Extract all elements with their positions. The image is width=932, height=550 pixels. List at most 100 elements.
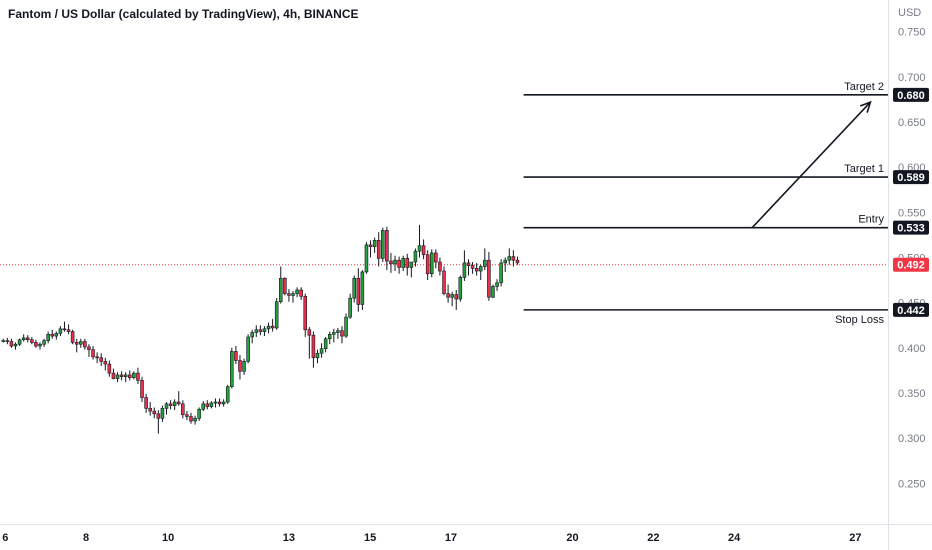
candle[interactable] bbox=[250, 329, 254, 344]
candle[interactable] bbox=[340, 326, 344, 344]
candle[interactable] bbox=[315, 349, 320, 364]
candle[interactable] bbox=[66, 324, 71, 335]
candle[interactable] bbox=[299, 287, 303, 300]
candle[interactable] bbox=[9, 338, 14, 348]
candle[interactable] bbox=[30, 336, 34, 345]
candle[interactable] bbox=[34, 339, 38, 348]
candle[interactable] bbox=[99, 353, 103, 366]
candle[interactable] bbox=[319, 343, 324, 358]
candle[interactable] bbox=[254, 325, 259, 337]
candle[interactable] bbox=[234, 346, 238, 365]
candle[interactable] bbox=[144, 393, 148, 413]
candle[interactable] bbox=[458, 275, 463, 302]
candle[interactable] bbox=[507, 248, 512, 265]
candle[interactable] bbox=[164, 402, 169, 415]
candle[interactable] bbox=[360, 270, 365, 310]
candle[interactable] bbox=[283, 277, 287, 296]
candle[interactable] bbox=[352, 275, 356, 303]
candle[interactable] bbox=[13, 342, 18, 350]
candle[interactable] bbox=[193, 415, 197, 425]
candle[interactable] bbox=[201, 401, 205, 412]
candle[interactable] bbox=[17, 338, 22, 347]
candle[interactable] bbox=[487, 252, 491, 301]
candle[interactable] bbox=[156, 410, 161, 434]
candle[interactable] bbox=[413, 248, 418, 267]
projection-arrow[interactable] bbox=[751, 100, 872, 229]
trade-levels[interactable]: Target 2 0.680 Target 1 0.589 Entry 0.533 Stop… bbox=[523, 81, 929, 326]
candle[interactable] bbox=[376, 232, 381, 267]
candle[interactable] bbox=[307, 327, 312, 359]
candle[interactable] bbox=[74, 338, 79, 353]
candle[interactable] bbox=[185, 411, 189, 421]
candle[interactable] bbox=[381, 227, 385, 262]
candle[interactable] bbox=[274, 298, 279, 330]
candle[interactable] bbox=[323, 336, 328, 353]
candle[interactable] bbox=[491, 284, 495, 299]
candle[interactable] bbox=[417, 224, 422, 258]
candle[interactable] bbox=[393, 255, 397, 272]
candle[interactable] bbox=[466, 259, 471, 276]
candle[interactable] bbox=[499, 259, 503, 287]
level-target-1[interactable]: Target 1 0.589 bbox=[523, 163, 929, 185]
candle[interactable] bbox=[103, 357, 108, 371]
candle[interactable] bbox=[344, 313, 348, 338]
candle[interactable] bbox=[62, 321, 67, 332]
candle[interactable] bbox=[189, 412, 193, 424]
candle[interactable] bbox=[409, 261, 414, 278]
candle[interactable] bbox=[385, 226, 389, 271]
candle[interactable] bbox=[295, 287, 299, 298]
candle[interactable] bbox=[429, 249, 434, 278]
candle[interactable] bbox=[221, 399, 226, 407]
candle[interactable] bbox=[266, 322, 271, 334]
time-axis[interactable]: 6 8 10 13 15 17 20 22 24 27 bbox=[2, 532, 861, 544]
candle[interactable] bbox=[389, 252, 393, 273]
candle[interactable] bbox=[181, 400, 185, 419]
candle[interactable] bbox=[262, 326, 267, 337]
level-entry[interactable]: Entry 0.533 bbox=[523, 214, 929, 235]
candle[interactable] bbox=[336, 327, 340, 339]
candle[interactable] bbox=[372, 237, 377, 253]
candle[interactable] bbox=[246, 334, 250, 364]
candle[interactable] bbox=[1, 338, 6, 343]
candle[interactable] bbox=[136, 367, 140, 384]
candles[interactable] bbox=[1, 224, 520, 434]
candle[interactable] bbox=[119, 371, 124, 381]
candle[interactable] bbox=[107, 360, 112, 377]
arrow-line[interactable] bbox=[751, 101, 872, 229]
candle[interactable] bbox=[225, 384, 230, 404]
candle[interactable] bbox=[123, 372, 128, 383]
candle[interactable] bbox=[454, 290, 459, 310]
candle[interactable] bbox=[21, 334, 26, 342]
candle[interactable] bbox=[332, 328, 336, 343]
candle[interactable] bbox=[515, 256, 520, 265]
candle[interactable] bbox=[478, 264, 483, 281]
candle[interactable] bbox=[495, 279, 499, 291]
candle[interactable] bbox=[442, 266, 446, 296]
candle[interactable] bbox=[397, 256, 401, 274]
candle[interactable] bbox=[176, 391, 181, 406]
candle[interactable] bbox=[148, 402, 152, 416]
candle[interactable] bbox=[205, 400, 210, 410]
candle[interactable] bbox=[46, 331, 50, 344]
level-target-2[interactable]: Target 2 0.680 bbox=[523, 81, 929, 102]
candle[interactable] bbox=[140, 376, 144, 403]
candle[interactable] bbox=[87, 344, 91, 357]
candle[interactable] bbox=[152, 407, 157, 419]
candle[interactable] bbox=[25, 335, 30, 343]
candle[interactable] bbox=[91, 346, 95, 360]
candle[interactable] bbox=[474, 262, 479, 276]
candle[interactable] bbox=[258, 325, 263, 336]
candle[interactable] bbox=[213, 398, 218, 408]
candle[interactable] bbox=[50, 329, 55, 339]
candle[interactable] bbox=[291, 290, 295, 303]
candle[interactable] bbox=[111, 368, 116, 380]
candle[interactable] bbox=[356, 268, 361, 312]
candle[interactable] bbox=[401, 255, 405, 272]
candle[interactable] bbox=[368, 240, 373, 258]
candle[interactable] bbox=[128, 370, 132, 381]
candle[interactable] bbox=[311, 331, 316, 368]
candle[interactable] bbox=[327, 331, 332, 345]
candle[interactable] bbox=[115, 372, 120, 383]
candle[interactable] bbox=[217, 398, 222, 407]
